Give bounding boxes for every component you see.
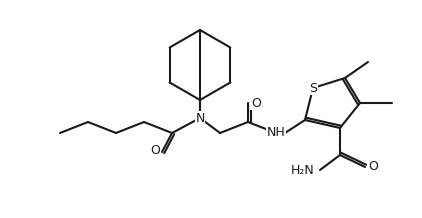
Text: H₂N: H₂N xyxy=(290,164,314,177)
Text: NH: NH xyxy=(267,126,285,140)
Text: O: O xyxy=(150,145,160,157)
Text: S: S xyxy=(309,82,317,94)
Text: O: O xyxy=(368,160,378,174)
Text: O: O xyxy=(251,97,261,109)
Text: N: N xyxy=(195,111,205,124)
